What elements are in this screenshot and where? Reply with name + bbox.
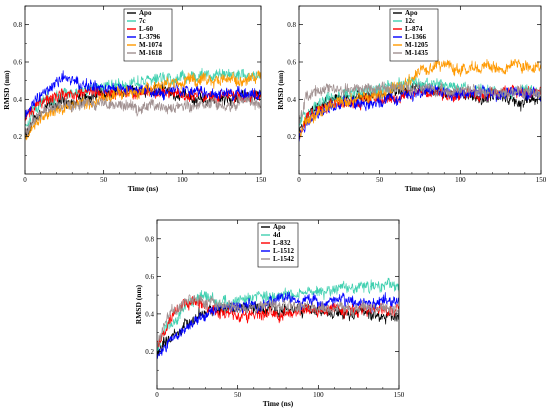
x-tick-label: 50 [376, 176, 384, 184]
legend-label: M-1205 [405, 41, 428, 49]
x-tick-label: 100 [313, 391, 324, 399]
y-axis-title: RMSD (nm) [134, 284, 143, 324]
y-tick-label: 0.4 [13, 96, 22, 104]
y-tick-label: 0.8 [287, 21, 296, 29]
series-line-m-1205 [299, 58, 541, 138]
x-axis-title: Time (ns) [405, 184, 436, 193]
y-axis-title: RMSD (nm) [2, 70, 11, 110]
series-line-l-60 [25, 85, 261, 126]
y-tick-label: 0.2 [287, 133, 296, 141]
y-tick-label: 0.2 [145, 348, 154, 356]
legend-label: Apo [405, 9, 418, 17]
series-group [25, 67, 261, 141]
legend-label: 12c [405, 17, 415, 25]
series-line-m-1435 [299, 81, 541, 124]
y-tick-label: 0.2 [13, 133, 22, 141]
series-line-l-1512 [157, 291, 399, 359]
y-tick-label: 0.6 [13, 59, 22, 67]
y-tick-label: 0.4 [287, 96, 296, 104]
y-tick-label: 0.6 [287, 59, 296, 67]
legend-label: 4d [273, 231, 281, 239]
legend-label: L-1542 [273, 255, 295, 263]
x-tick-label: 100 [177, 176, 188, 184]
plot-frame [156, 219, 400, 390]
x-tick-label: 0 [297, 176, 301, 184]
x-tick-label: 0 [155, 391, 159, 399]
legend-label: L-874 [405, 25, 423, 33]
x-tick-label: 150 [394, 391, 405, 399]
x-tick-label: 0 [23, 176, 27, 184]
series-group [157, 277, 399, 359]
series-line-l-1542 [157, 294, 399, 348]
y-tick-label: 0.8 [145, 235, 154, 243]
legend-label: L-3796 [139, 33, 161, 41]
chart-panel-3: 0 50 100 150 0.2 0.4 0.6 0.8 Time (ns) RMSD (nm) A… [134, 219, 405, 408]
legend-label: L-1512 [273, 247, 295, 255]
plot-frame [24, 5, 262, 175]
legend-label: M-1618 [139, 49, 162, 57]
y-axis-title: RMSD (nm) [276, 70, 285, 110]
chart-panel-1: 0 50 100 150 0.2 0.4 0.6 0.8 Time (ns) RMSD (nm) A… [2, 5, 267, 193]
series-line-4d [157, 277, 399, 352]
legend-label: M-1435 [405, 49, 428, 57]
legend-label: L-832 [273, 239, 291, 247]
x-axis-title: Time (ns) [263, 399, 294, 408]
legend-label: Apo [139, 9, 152, 17]
legend-label: L-60 [139, 25, 154, 33]
legend-label: M-1074 [139, 41, 162, 49]
x-tick-label: 50 [100, 176, 108, 184]
legend-label: 7c [139, 17, 146, 25]
chart-panel-2: 0 50 100 150 0.2 0.4 0.6 0.8 Time (ns) RMSD (nm) A… [276, 5, 547, 193]
series-line-m-1618 [25, 94, 261, 136]
x-tick-label: 100 [455, 176, 466, 184]
x-tick-label: 150 [256, 176, 267, 184]
series-line-l-1366 [299, 84, 541, 142]
x-axis-title: Time (ns) [128, 184, 159, 193]
legend-label: L-1366 [405, 33, 427, 41]
series-line-apo [157, 300, 399, 357]
plot-frame [298, 5, 542, 175]
legend-label: Apo [273, 223, 286, 231]
x-tick-label: 50 [234, 391, 242, 399]
series-group [299, 58, 541, 142]
y-tick-label: 0.6 [145, 273, 154, 281]
x-tick-label: 150 [536, 176, 547, 184]
y-tick-label: 0.8 [13, 21, 22, 29]
y-tick-label: 0.4 [145, 310, 154, 318]
